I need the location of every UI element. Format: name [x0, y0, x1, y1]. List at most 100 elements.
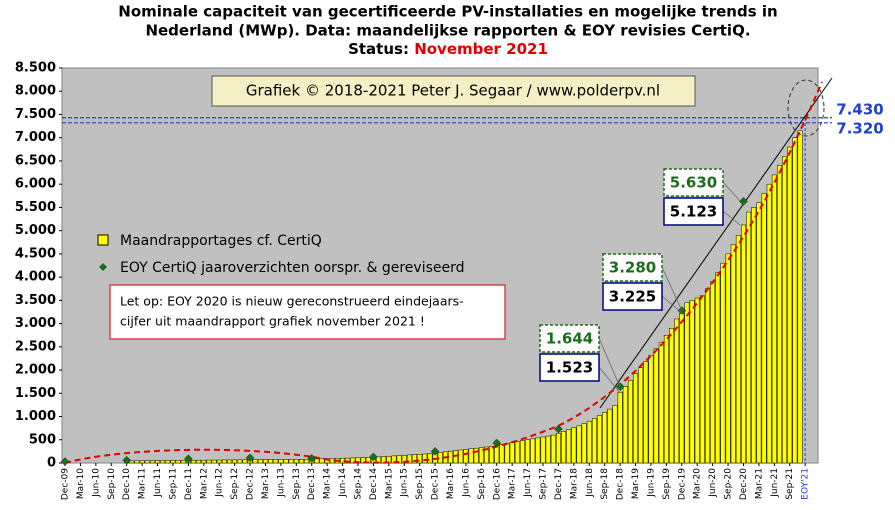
- y-tick-label: 2.000: [15, 363, 56, 378]
- leader-line: [598, 366, 621, 394]
- bar: [540, 436, 546, 464]
- y-tick-label: 3.000: [15, 316, 56, 331]
- bar: [735, 235, 741, 464]
- bar: [216, 459, 222, 464]
- bar: [658, 341, 664, 464]
- bar: [561, 431, 567, 464]
- bar: [674, 318, 680, 464]
- y-tick-label: 5.500: [15, 200, 56, 215]
- bar: [653, 348, 659, 464]
- bar: [535, 437, 541, 464]
- x-tick-label: Dec-17: [554, 468, 564, 500]
- bar: [787, 146, 793, 464]
- annotation-label: 3.225: [609, 288, 656, 306]
- bar: [160, 460, 166, 464]
- y-tick-label: 4.000: [15, 270, 56, 285]
- x-tick-label: Mar-11: [138, 468, 148, 499]
- y-tick-label: 4.500: [15, 246, 56, 261]
- bar: [699, 295, 705, 464]
- bar: [530, 438, 536, 464]
- bar: [792, 137, 798, 464]
- bar: [509, 442, 515, 464]
- x-tick-label: Mar-17: [508, 468, 518, 499]
- leader-line: [661, 295, 683, 314]
- x-tick-label: Sep-18: [600, 468, 610, 500]
- bar: [725, 253, 731, 464]
- x-tick-label: Sep-11: [168, 468, 178, 500]
- bar: [669, 327, 674, 464]
- annotation-label: 3.280: [609, 259, 656, 277]
- x-tick-label: Jun-13: [276, 468, 286, 498]
- bar: [504, 443, 510, 464]
- eoy-point: [739, 197, 748, 206]
- x-tick-label: Dec-14: [369, 468, 379, 500]
- bar: [679, 312, 685, 464]
- bar: [751, 207, 757, 464]
- y-tick-label: 500: [29, 432, 56, 447]
- x-tick-label: Dec-11: [184, 468, 194, 500]
- bar: [468, 448, 474, 464]
- y-tick-label: 6.000: [15, 177, 56, 192]
- x-tick-label: Mar-21: [754, 468, 764, 499]
- x-tick-label: Mar-19: [631, 468, 641, 499]
- x-tick-label: Sep-12: [230, 468, 240, 500]
- eoy-point: [492, 438, 502, 448]
- status-line: Status: November 2021: [348, 40, 548, 58]
- bar: [206, 459, 212, 464]
- annotation-box: [539, 353, 600, 382]
- bar: [689, 300, 695, 464]
- x-tick-label: Sep-20: [724, 468, 734, 500]
- bar: [602, 412, 608, 464]
- bar: [597, 415, 603, 464]
- leader-line: [722, 181, 741, 202]
- bar: [555, 433, 561, 464]
- x-tick-label: Jun-15: [400, 468, 410, 498]
- bar: [627, 380, 633, 464]
- bar: [360, 457, 366, 464]
- x-tick-label: Dec-12: [246, 468, 256, 500]
- bar: [283, 459, 289, 464]
- bar: [412, 454, 417, 464]
- bar: [782, 156, 788, 464]
- x-tick-label: Jun-12: [215, 468, 225, 498]
- eoy-point: [122, 455, 132, 465]
- x-tick-label: Jun-10: [91, 468, 101, 498]
- bar: [663, 334, 669, 464]
- annotation-box: [539, 324, 600, 353]
- bar: [473, 447, 479, 464]
- bar: [232, 459, 238, 464]
- bar: [730, 244, 736, 464]
- y-tick-label: 8.000: [15, 84, 56, 99]
- bar: [581, 423, 587, 464]
- x-tick-label: Sep-21: [785, 468, 795, 500]
- trend-curve: [64, 81, 823, 464]
- x-tick-label: Mar-16: [446, 468, 456, 499]
- bar: [144, 460, 150, 464]
- x-tick-label: Sep-16: [477, 468, 487, 500]
- x-tick-label: Dec-16: [492, 468, 502, 500]
- bar: [237, 459, 243, 464]
- annotation-label: 1.523: [546, 359, 593, 377]
- eoy-point: [307, 453, 317, 463]
- highlight-ellipse: [787, 79, 825, 137]
- bar: [710, 281, 716, 464]
- bar: [406, 454, 412, 464]
- bar: [319, 458, 325, 464]
- bar: [741, 224, 746, 464]
- bar: [648, 354, 654, 464]
- bar: [771, 174, 777, 464]
- bar: [617, 391, 623, 464]
- bar: [499, 444, 505, 464]
- bar: [777, 165, 782, 464]
- y-tick-label: 1.000: [15, 409, 56, 424]
- x-tick-label: EOY'21: [801, 468, 811, 500]
- bar: [715, 272, 721, 464]
- leader-line: [598, 337, 621, 388]
- bar: [622, 386, 628, 464]
- note-box: [109, 284, 506, 340]
- bar: [514, 441, 520, 464]
- bar: [227, 459, 232, 464]
- bar: [263, 459, 268, 464]
- legend-label: EOY CertiQ jaaroverzichten oorspr. & ger…: [120, 260, 465, 276]
- bar: [170, 460, 176, 464]
